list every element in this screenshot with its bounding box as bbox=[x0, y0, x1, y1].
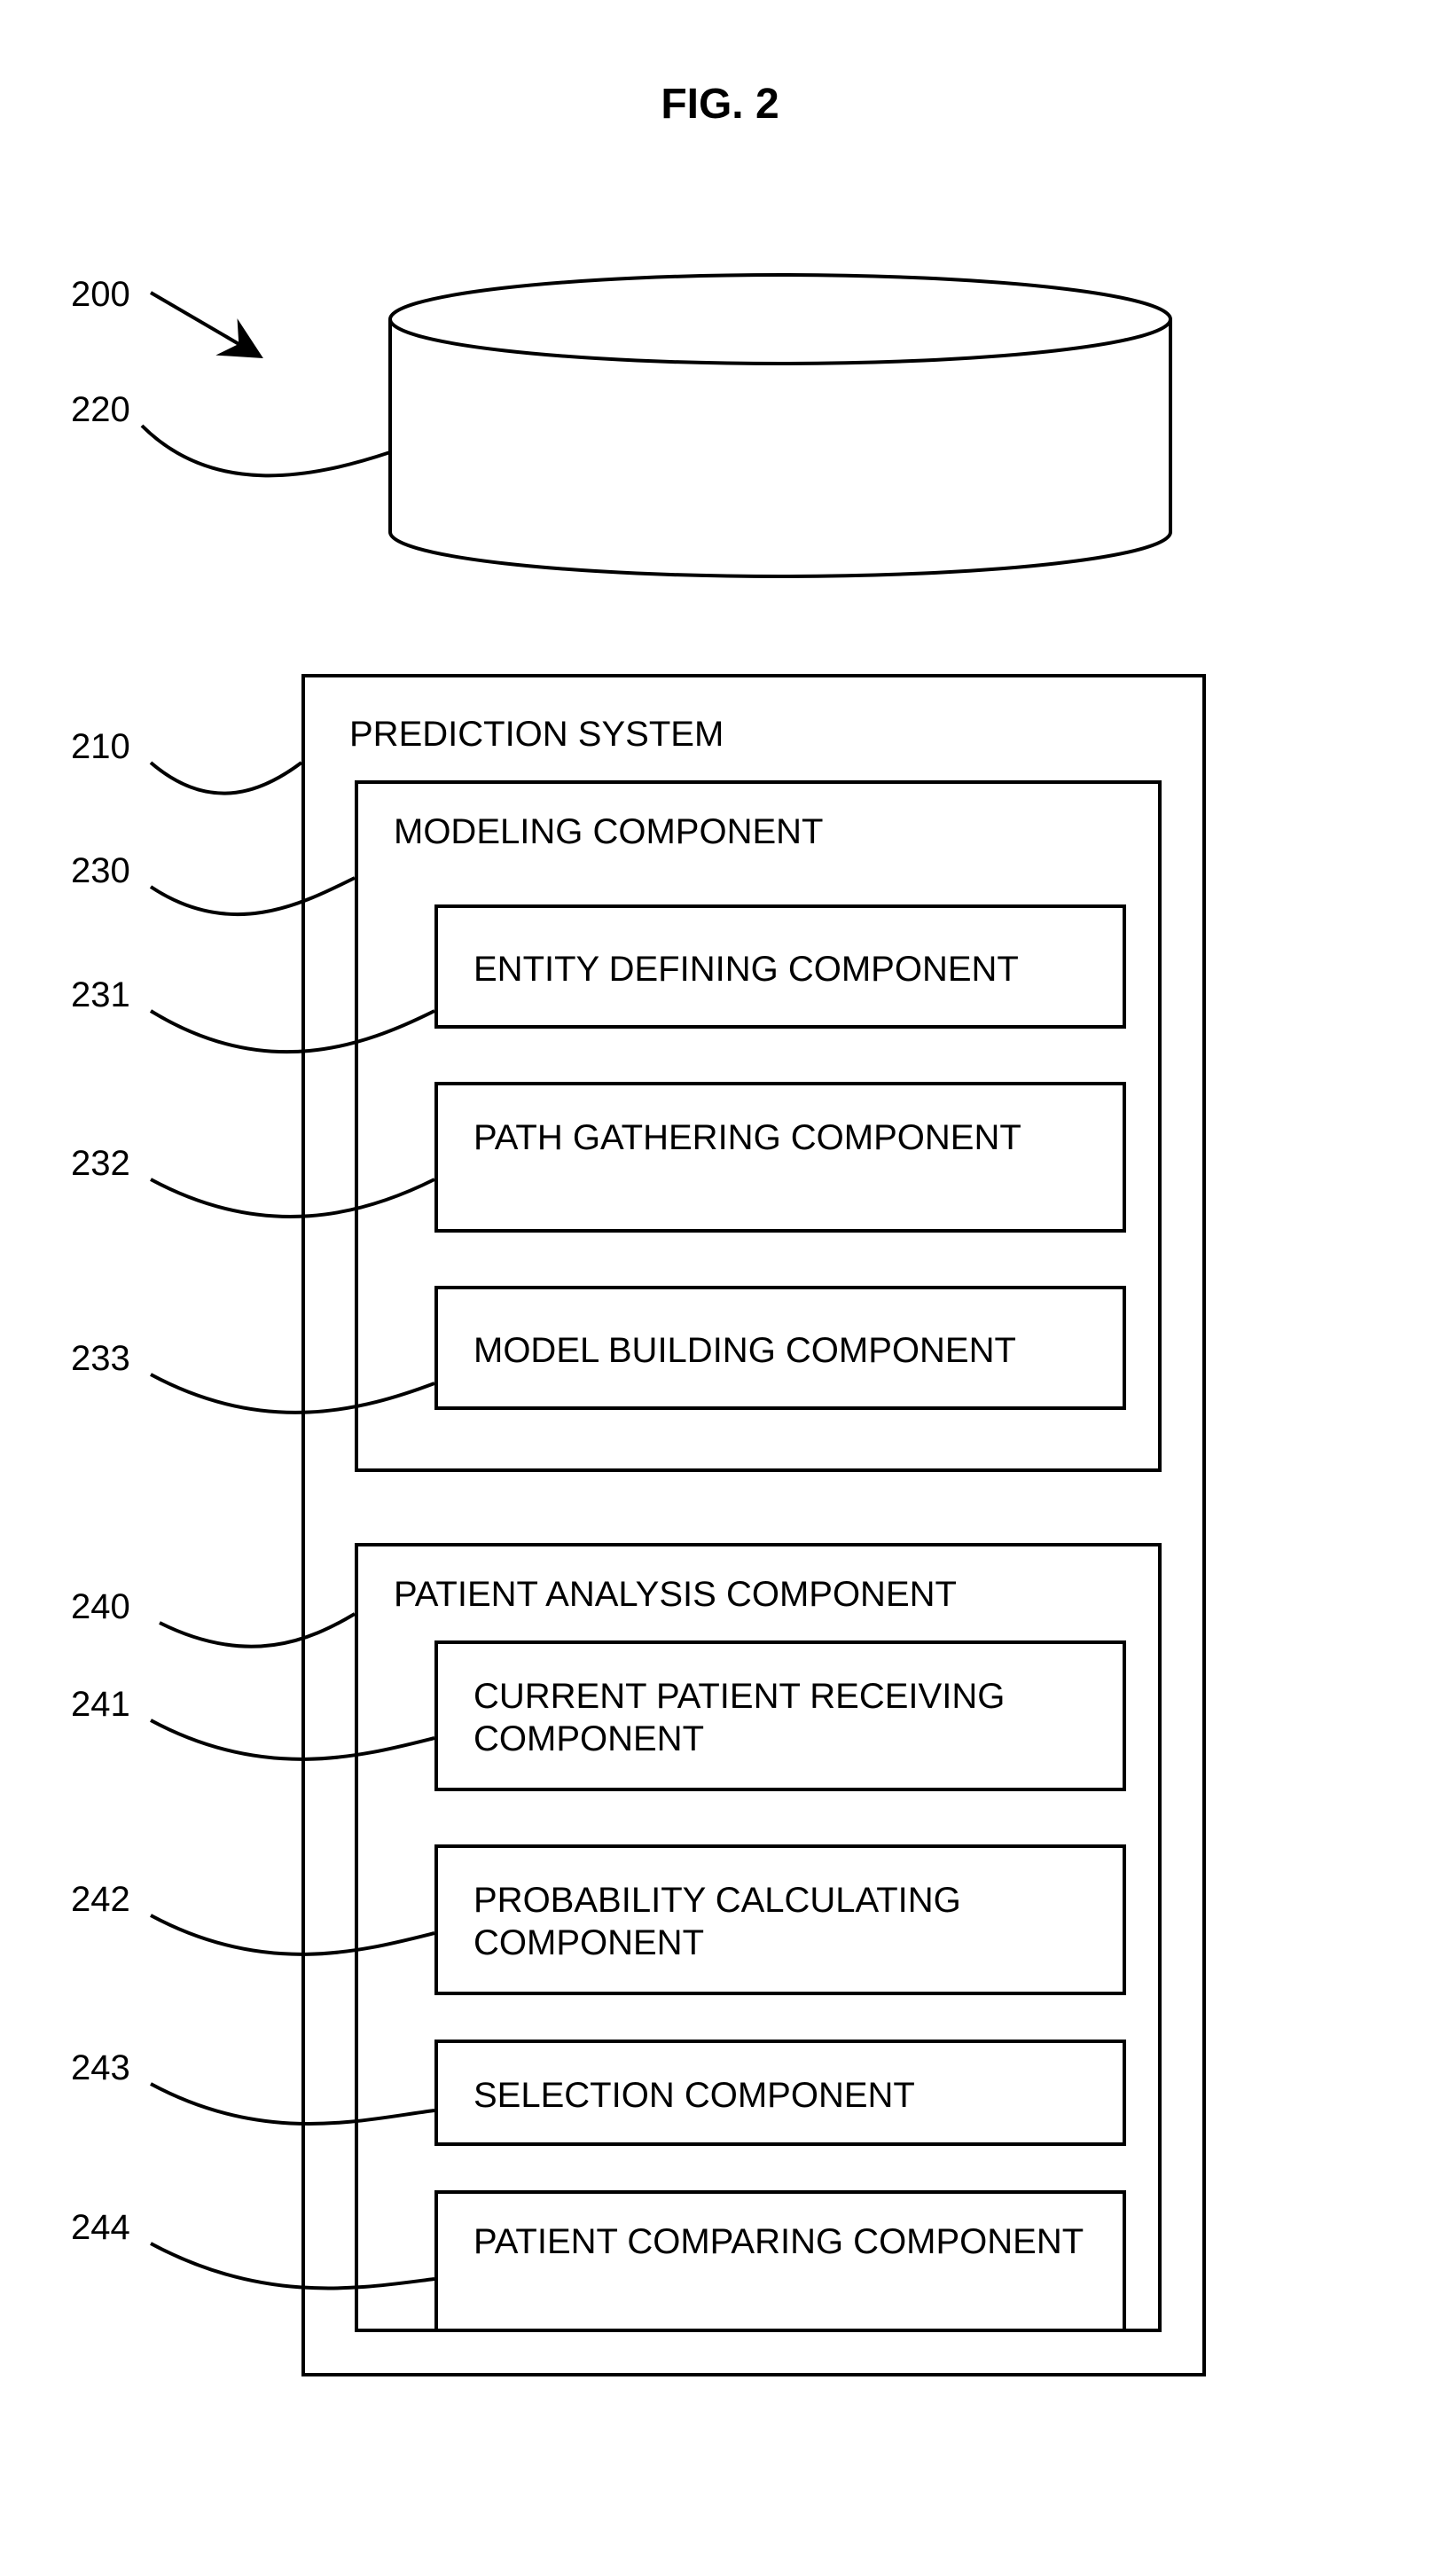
label-compare: PATIENT COMPARING COMPONENT bbox=[473, 2220, 1094, 2263]
ref-242: 242 bbox=[71, 1880, 130, 1920]
figure-title: FIG. 2 bbox=[0, 80, 1440, 129]
label-path-gathering: PATH GATHERING COMPONENT bbox=[473, 1116, 1094, 1159]
figure-canvas: FIG. 2 200 220 210 230 231 232 233 240 2… bbox=[0, 0, 1440, 2576]
cylinder-database bbox=[390, 275, 1170, 576]
label-model-building: MODEL BUILDING COMPONENT bbox=[473, 1329, 1094, 1372]
label-current-patient: CURRENT PATIENT RECEIVING COMPONENT bbox=[473, 1675, 1094, 1760]
leader-210 bbox=[151, 763, 301, 794]
label-patient-analysis: PATIENT ANALYSIS COMPONENT bbox=[394, 1573, 957, 1616]
ref-241: 241 bbox=[71, 1685, 130, 1725]
ref-232: 232 bbox=[71, 1144, 130, 1184]
box-entity-defining: ENTITY DEFINING COMPONENT bbox=[434, 904, 1126, 1029]
box-probability: PROBABILITY CALCULATING COMPONENT bbox=[434, 1844, 1126, 1995]
ref-210: 210 bbox=[71, 727, 130, 767]
box-current-patient: CURRENT PATIENT RECEIVING COMPONENT bbox=[434, 1640, 1126, 1791]
ref-220: 220 bbox=[71, 390, 130, 430]
label-cylinder: MEDICAL DATABASE INFORMATION bbox=[434, 381, 1126, 424]
ref-240: 240 bbox=[71, 1587, 130, 1627]
label-selection: SELECTION COMPONENT bbox=[473, 2074, 1094, 2117]
label-prediction-system: PREDICTION SYSTEM bbox=[349, 713, 724, 756]
box-selection: SELECTION COMPONENT bbox=[434, 2040, 1126, 2146]
ref-233: 233 bbox=[71, 1339, 130, 1379]
label-probability: PROBABILITY CALCULATING COMPONENT bbox=[473, 1879, 1094, 1964]
ref-243: 243 bbox=[71, 2048, 130, 2088]
ref-230: 230 bbox=[71, 851, 130, 891]
ref-231: 231 bbox=[71, 975, 130, 1015]
ref-244: 244 bbox=[71, 2208, 130, 2248]
box-compare: PATIENT COMPARING COMPONENT bbox=[434, 2190, 1126, 2332]
arrow-200 bbox=[151, 293, 257, 355]
label-entity-defining: ENTITY DEFINING COMPONENT bbox=[473, 948, 1094, 990]
box-model-building: MODEL BUILDING COMPONENT bbox=[434, 1286, 1126, 1410]
ref-200: 200 bbox=[71, 275, 130, 315]
leader-220 bbox=[142, 426, 390, 475]
box-path-gathering: PATH GATHERING COMPONENT bbox=[434, 1082, 1126, 1233]
label-modeling-component: MODELING COMPONENT bbox=[394, 810, 823, 853]
